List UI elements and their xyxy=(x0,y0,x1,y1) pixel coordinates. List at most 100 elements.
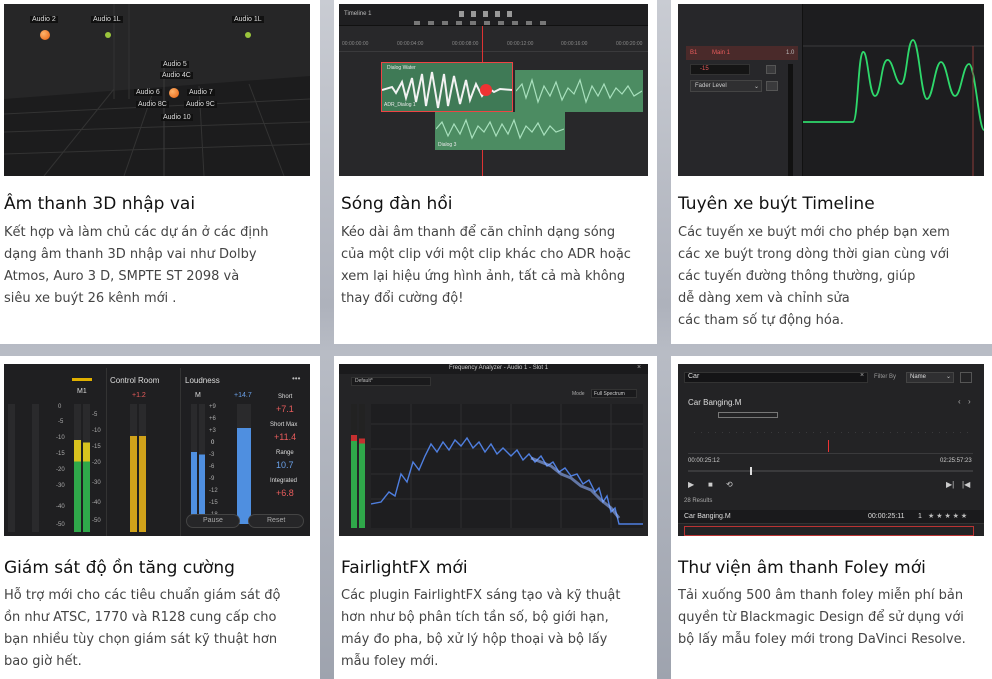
plugin-title: Frequency Analyzer - Audio 1 - Slot 1 xyxy=(449,365,549,371)
automation-dropdown[interactable] xyxy=(690,80,762,92)
spectrum-graph[interactable] xyxy=(371,404,643,528)
description-line: Hỗ trợ mới cho các tiêu chuẩn giám sát đ… xyxy=(4,588,281,603)
control-room-panel xyxy=(106,368,178,536)
bus-meter-left xyxy=(74,404,81,532)
scale-tick: -15 xyxy=(56,451,65,457)
gain-field[interactable] xyxy=(690,64,750,75)
scale-tick: -30 xyxy=(92,480,101,486)
audio-object-label: Audio 8C xyxy=(136,101,169,108)
description-line: Các tuyến xe buýt mới cho phép bạn xem xyxy=(678,225,950,240)
close-icon[interactable]: × xyxy=(637,364,642,371)
card-description: Các plugin FairlightFX sáng tạo và kỹ th… xyxy=(341,585,655,673)
stop-icon[interactable]: ■ xyxy=(708,480,713,489)
more-icon[interactable]: ••• xyxy=(292,374,301,383)
star-rating-icon[interactable]: ★ ★ ★ ★ ★ xyxy=(928,513,968,520)
listener-position[interactable] xyxy=(169,88,179,98)
meter-pair xyxy=(8,404,15,532)
scale-tick: -10 xyxy=(92,428,101,434)
scale-tick: -40 xyxy=(56,504,65,510)
card-description: Các tuyến xe buýt mới cho phép bạn xem c… xyxy=(678,222,988,332)
reset-button[interactable] xyxy=(248,514,304,528)
result-duration: 00:00:25:11 xyxy=(868,513,905,520)
audio-object-label: Audio 5 xyxy=(161,61,189,68)
timeline-name[interactable]: Timeline 1 xyxy=(344,11,372,17)
search-input[interactable] xyxy=(684,372,868,383)
bus-id: B1 xyxy=(690,50,698,56)
elastic-wave-screenshot: Timeline 1 00:00:00:00 00:00:04:00 00:00… xyxy=(339,4,648,176)
audio-object-green[interactable] xyxy=(245,32,251,38)
scale-tick: -9 xyxy=(209,476,215,482)
scale-tick: -50 xyxy=(56,522,65,528)
description-line: dễ dàng xem và chỉnh sửa xyxy=(678,291,850,306)
description-line: siêu xe buýt 26 kênh mới . xyxy=(4,291,177,306)
chevron-down-icon: ⌄ xyxy=(946,374,952,380)
card-title: Sóng đàn hồi xyxy=(341,194,453,214)
description-line: của một clip với một clip khác cho ADR h… xyxy=(341,247,631,262)
audio-object-label: Audio 10 xyxy=(161,114,193,121)
automation-curve[interactable] xyxy=(803,4,984,176)
automation-mode-button[interactable] xyxy=(766,81,778,91)
loop-icon[interactable]: ⟲ xyxy=(726,480,733,489)
ruler-mark: 00:00:08:00 xyxy=(452,41,479,47)
transport-controls[interactable] xyxy=(459,11,519,17)
audio-clip[interactable] xyxy=(515,70,643,112)
meter-scale-2: -5 -10 -15 -20 -30 -40 -50 xyxy=(92,412,104,532)
skip-start-icon[interactable]: |◀ xyxy=(962,480,971,489)
filter-dropdown[interactable] xyxy=(906,372,954,383)
card-title: Tuyên xe buýt Timeline xyxy=(678,194,875,214)
timeline-bus-screenshot: B1 Main 1 1.0 -15 Fader Level ⌄ xyxy=(678,4,984,176)
description-line: hơn như bộ phân tích tần số, bộ giới hạn… xyxy=(341,610,609,625)
pause-button[interactable] xyxy=(186,514,240,528)
scale-tick: +6 xyxy=(209,416,216,422)
edit-tools[interactable] xyxy=(414,21,554,25)
feature-card-loudness: 0 -5 -10 -15 -20 -30 -40 -50 M1 -5 -10 -… xyxy=(0,356,320,679)
scale-tick: -15 xyxy=(92,444,101,450)
mute-button[interactable] xyxy=(766,65,776,74)
audio-object-green[interactable] xyxy=(105,32,111,38)
momentary-meter-left xyxy=(191,404,197,524)
short-max-label: Short Max xyxy=(270,422,298,428)
waveform xyxy=(436,118,564,140)
scale-tick: -50 xyxy=(92,518,101,524)
play-icon[interactable]: ▶ xyxy=(688,480,695,489)
audio-object-label: Audio 4C xyxy=(160,72,193,79)
timecode-ruler[interactable] xyxy=(339,38,648,52)
result-waveform[interactable] xyxy=(684,526,974,536)
previous-icon[interactable]: ‹ xyxy=(958,397,961,406)
control-room-meter-left xyxy=(130,404,137,532)
audio-object-label: Audio 6 xyxy=(134,89,162,96)
selection-region[interactable] xyxy=(718,412,778,418)
clip-name: Car Banging.M xyxy=(688,398,742,407)
result-name: Car Banging.M xyxy=(684,513,731,520)
skip-end-icon[interactable]: ▶| xyxy=(946,480,955,489)
description-line: xem lại hiệu ứng hình ảnh, tất cả mà khô… xyxy=(341,269,626,284)
options-button[interactable] xyxy=(960,372,972,383)
waveform xyxy=(516,77,642,104)
description-line: máy đo pha, bộ xử lý hộp thoại và bộ lấy xyxy=(341,632,608,647)
input-meter xyxy=(351,404,357,528)
audio-object-orange[interactable] xyxy=(40,30,50,40)
card-description: Kéo dài âm thanh để căn chỉnh dạng sóng … xyxy=(341,222,653,310)
result-row-selected[interactable] xyxy=(678,510,984,524)
result-channel-count: 1 xyxy=(918,513,922,520)
preset-dropdown[interactable] xyxy=(351,377,431,386)
integrated-value: +6.8 xyxy=(276,488,294,498)
scale-tick: -10 xyxy=(56,435,65,441)
feature-card-3d-audio: Audio 2 Audio 1L Audio 1L Audio 5 Audio … xyxy=(0,0,320,344)
audio-clip[interactable] xyxy=(435,112,565,150)
scrub-handle[interactable] xyxy=(750,467,752,475)
filter-label: Filter By xyxy=(874,374,897,380)
scrub-bar[interactable] xyxy=(688,470,973,472)
card-title: Âm thanh 3D nhập vai xyxy=(4,194,196,214)
description-line: quyền từ Blackmagic Design để sử dụng vớ… xyxy=(678,610,964,625)
ruler-mark: 00:00:12:00 xyxy=(507,41,534,47)
short-max-value: +11.4 xyxy=(274,432,297,442)
scale-tick: -5 xyxy=(92,412,98,418)
mode-dropdown[interactable] xyxy=(591,389,637,398)
control-room-title: Control Room xyxy=(110,376,160,385)
next-icon[interactable]: › xyxy=(968,397,971,406)
description-line: Kết hợp và làm chủ các dự án ở các định xyxy=(4,225,269,240)
clear-icon[interactable]: × xyxy=(860,372,865,379)
warp-marker[interactable] xyxy=(480,84,492,96)
filter-value: Name xyxy=(910,374,927,380)
